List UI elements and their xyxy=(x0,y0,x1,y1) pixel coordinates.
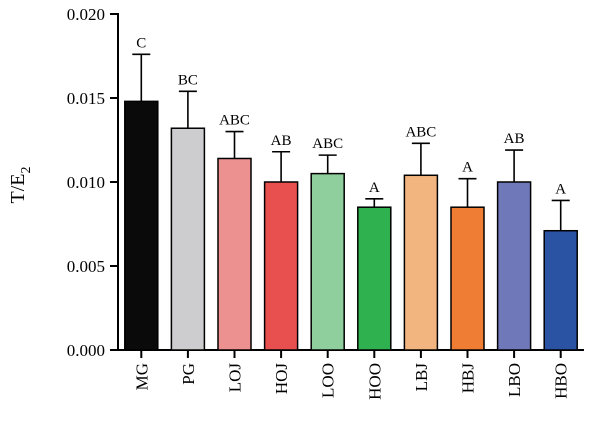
bar-mg xyxy=(124,100,159,351)
x-tick-label: MG xyxy=(132,363,151,390)
bar-hbj xyxy=(450,206,485,351)
bar-pg xyxy=(170,127,206,351)
x-tick-label: LOJ xyxy=(226,363,245,393)
significance-label: C xyxy=(136,35,146,51)
significance-label: BC xyxy=(178,72,198,88)
x-tick-label: HOO xyxy=(365,363,384,400)
bar-loj xyxy=(217,157,252,351)
x-tick-label-group: HOJ xyxy=(272,363,291,395)
significance-label: ABC xyxy=(219,113,250,129)
labels: 0.000 0.005 0.010 0.015 0.020 C MG BC PG ABC LOJ AB… xyxy=(67,5,571,400)
y-axis-title-text: T/E2 xyxy=(7,167,34,204)
x-tick-label-group: LOJ xyxy=(226,363,245,393)
significance-label: AB xyxy=(271,133,292,149)
bars xyxy=(124,53,578,351)
significance-label: A xyxy=(369,180,380,196)
significance-label: A xyxy=(462,160,473,176)
significance-label: AB xyxy=(504,131,525,147)
x-tick-label: HBJ xyxy=(459,363,478,394)
x-tick-label: LBJ xyxy=(412,363,431,392)
x-tick-label-group: LBJ xyxy=(412,363,431,392)
x-tick-label: LOO xyxy=(319,363,338,398)
significance-label: ABC xyxy=(405,124,436,140)
y-axis-title-main: T/E xyxy=(7,174,29,204)
x-tick-label: LBO xyxy=(505,363,524,397)
y-tick-label: 0.015 xyxy=(67,89,105,108)
y-axis-title: T/E2 xyxy=(7,167,34,204)
x-tick-label-group: MG xyxy=(132,363,151,390)
bar-loo xyxy=(310,172,345,351)
x-tick-label: HOJ xyxy=(272,363,291,395)
x-tick-label: PG xyxy=(179,363,198,385)
y-tick-label: 0.010 xyxy=(67,173,105,192)
x-tick-label: HBO xyxy=(552,363,571,399)
significance-label: A xyxy=(555,181,566,197)
bar-lbj xyxy=(403,174,439,351)
bar-hbo xyxy=(543,229,578,351)
x-tick-label-group: LBO xyxy=(505,363,524,397)
bar-hoo xyxy=(357,206,392,351)
significance-label: ABC xyxy=(312,136,343,152)
y-tick-label: 0.005 xyxy=(67,257,105,276)
x-tick-label-group: LOO xyxy=(319,363,338,398)
bar-lbo xyxy=(496,181,532,351)
y-tick-label: 0.020 xyxy=(67,5,105,24)
y-tick-label: 0.000 xyxy=(67,341,105,360)
y-axis-title-subscript: 2 xyxy=(19,167,34,174)
x-tick-label-group: HBJ xyxy=(459,363,478,394)
x-tick-label-group: HOO xyxy=(365,363,384,400)
x-tick-label-group: HBO xyxy=(552,363,571,399)
bar-hoj xyxy=(263,181,299,351)
x-tick-label-group: PG xyxy=(179,363,198,385)
